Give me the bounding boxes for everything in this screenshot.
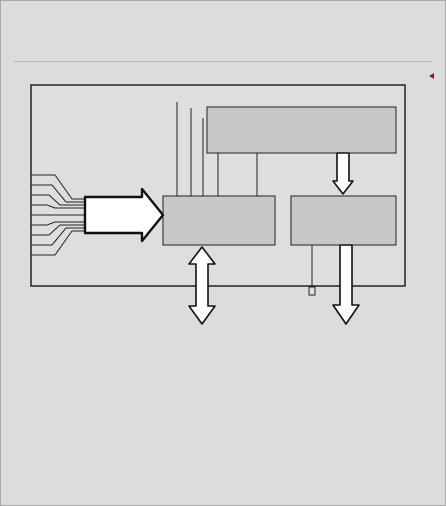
bus-block	[290, 195, 397, 246]
upper-block	[206, 106, 397, 154]
intbus-arrow[interactable]	[332, 152, 354, 195]
signal-z-pin[interactable]	[308, 286, 316, 296]
pin1-marker	[429, 73, 434, 79]
circuit-diagram	[30, 73, 434, 325]
processing-block	[162, 195, 276, 246]
result-arrow[interactable]	[188, 246, 216, 325]
divider	[14, 61, 432, 62]
data-bus-wires[interactable]	[31, 174, 85, 256]
extbus-arrow[interactable]	[332, 244, 360, 325]
data-bus-arrow[interactable]	[83, 187, 165, 243]
